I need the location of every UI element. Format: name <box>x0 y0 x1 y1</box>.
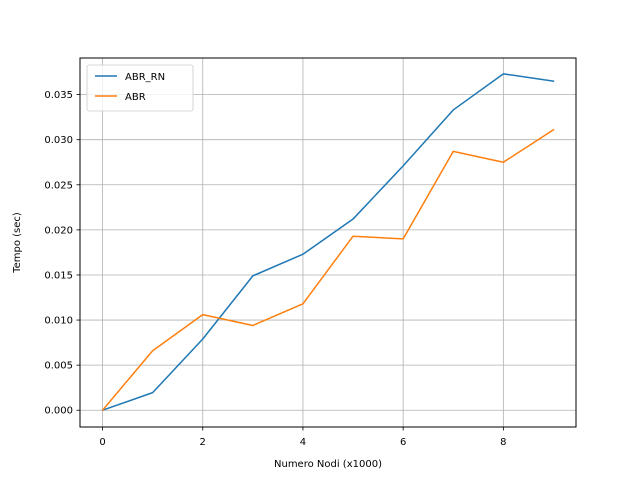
series-line-abr <box>101 128 555 412</box>
y-tick-label: 0.030 <box>44 135 73 146</box>
grid-lines <box>80 58 576 427</box>
y-tick-label: 0.025 <box>44 180 73 191</box>
y-tick-label: 0.035 <box>44 90 73 101</box>
x-tick-label: 8 <box>500 437 506 448</box>
plot-area <box>80 58 576 427</box>
y-tick-label: 0.020 <box>44 225 73 236</box>
y-tick-label: 0.000 <box>44 406 73 417</box>
legend: ABR_RN ABR <box>86 64 194 112</box>
x-tick-label: 2 <box>200 437 206 448</box>
x-tick-label: 4 <box>300 437 306 448</box>
y-tick-label: 0.010 <box>44 316 73 327</box>
legend-label: ABR_RN <box>125 72 165 83</box>
series-lines <box>101 73 555 412</box>
x-tick-label: 6 <box>400 437 406 448</box>
y-tick-label: 0.015 <box>44 270 73 281</box>
y-tick-label: 0.005 <box>44 361 73 372</box>
x-tick-label: 0 <box>99 437 105 448</box>
y-axis-label: Tempo (sec) <box>12 212 23 274</box>
x-axis-label: Numero Nodi (x1000) <box>274 459 382 470</box>
plot-frame <box>79 57 577 428</box>
axis-ticks: 0 2 4 6 8 0.000 0.005 0.010 0.015 0.020 0.025 0.030… <box>44 90 506 448</box>
legend-label: ABR <box>125 92 146 103</box>
series-line-abr-rn <box>101 73 555 412</box>
